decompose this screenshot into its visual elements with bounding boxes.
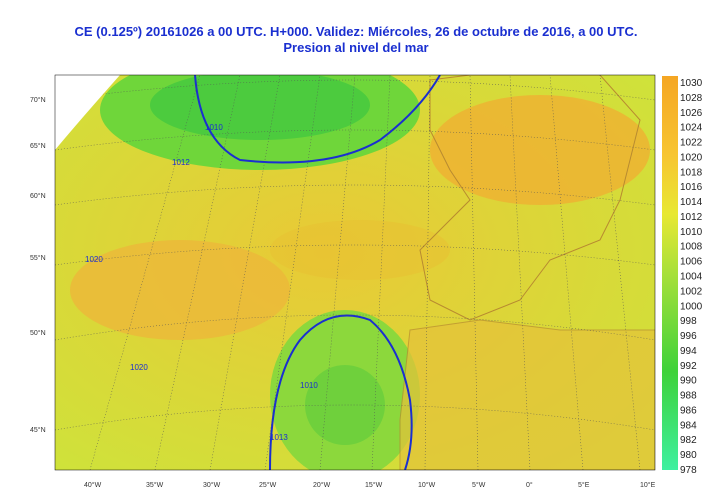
colorbar-label: 1030 — [680, 78, 703, 89]
colorbar-label: 998 — [680, 316, 697, 327]
longitude-label: 5°E — [578, 481, 590, 489]
contour-label: 1010 — [300, 381, 318, 390]
colorbar-label: 982 — [680, 435, 697, 446]
colorbar — [662, 76, 678, 470]
colorbar-label: 1000 — [680, 301, 703, 312]
longitude-label: 30°W — [203, 481, 221, 489]
colorbar-label: 1018 — [680, 167, 703, 178]
colorbar-label: 1002 — [680, 286, 703, 297]
colorbar-label: 992 — [680, 361, 697, 372]
high-area — [270, 220, 450, 280]
map-frame — [54, 74, 656, 471]
title: CE (0.125º) 20161026 a 00 UTC. H+000. Va… — [75, 24, 638, 39]
longitude-label: 20°W — [313, 481, 331, 489]
high-area — [70, 240, 290, 340]
colorbar-label: 986 — [680, 405, 697, 416]
longitude-label: 10°E — [640, 481, 656, 489]
map — [55, 75, 655, 470]
low-area — [150, 75, 370, 140]
graticule — [55, 75, 655, 470]
colorbar-label: 1020 — [680, 152, 703, 163]
colorbar-label: 1022 — [680, 138, 703, 149]
latitude-label: 55°N — [30, 254, 46, 262]
colorbar-label: 1006 — [680, 257, 703, 268]
subtitle: Presion al nivel del mar — [283, 40, 428, 55]
latitude-label: 60°N — [30, 192, 46, 200]
contour-label: 1020 — [130, 363, 148, 372]
colorbar-label: 980 — [680, 450, 697, 461]
colorbar-label: 990 — [680, 376, 697, 387]
latitude-label: 70°N — [30, 96, 46, 104]
colorbar-label: 1024 — [680, 123, 703, 134]
colorbar-label: 994 — [680, 346, 697, 357]
contour-label: 1012 — [172, 158, 190, 167]
colorbar-label: 1008 — [680, 242, 703, 253]
longitude-label: 0° — [526, 481, 533, 489]
contour-label: 1010 — [205, 123, 223, 132]
longitude-label: 25°W — [259, 481, 277, 489]
contour — [269, 314, 413, 470]
colorbar-label: 1010 — [680, 227, 703, 238]
colorbar-label: 1026 — [680, 108, 703, 119]
latitude-label: 50°N — [30, 329, 46, 337]
colorbar-label: 996 — [680, 331, 697, 342]
colorbar-label: 984 — [680, 420, 697, 431]
contour — [194, 75, 441, 164]
coastline — [419, 75, 641, 321]
longitude-label: 5°W — [472, 481, 486, 489]
colorbar-label: 1012 — [680, 212, 703, 223]
labels: 1030 1028 1026 1024 1022 1020 1018 1016 1014 1012… — [30, 78, 703, 489]
latitude-label: 45°N — [30, 426, 46, 434]
longitude-label: 10°W — [418, 481, 436, 489]
high-area — [430, 95, 650, 205]
colorbar-label: 1016 — [680, 182, 703, 193]
colorbar-label: 1004 — [680, 272, 703, 283]
colorbar-label: 978 — [680, 465, 697, 476]
contour-label: 1020 — [85, 255, 103, 264]
contour-label: 1013 — [270, 433, 288, 442]
colorbar-label: 1028 — [680, 93, 703, 104]
colorbar-label: 1014 — [680, 197, 703, 208]
coastline — [399, 319, 655, 470]
longitude-label: 40°W — [84, 481, 102, 489]
colorbar-label: 988 — [680, 391, 697, 402]
latitude-label: 65°N — [30, 142, 46, 150]
longitude-label: 35°W — [146, 481, 164, 489]
longitude-label: 15°W — [365, 481, 383, 489]
